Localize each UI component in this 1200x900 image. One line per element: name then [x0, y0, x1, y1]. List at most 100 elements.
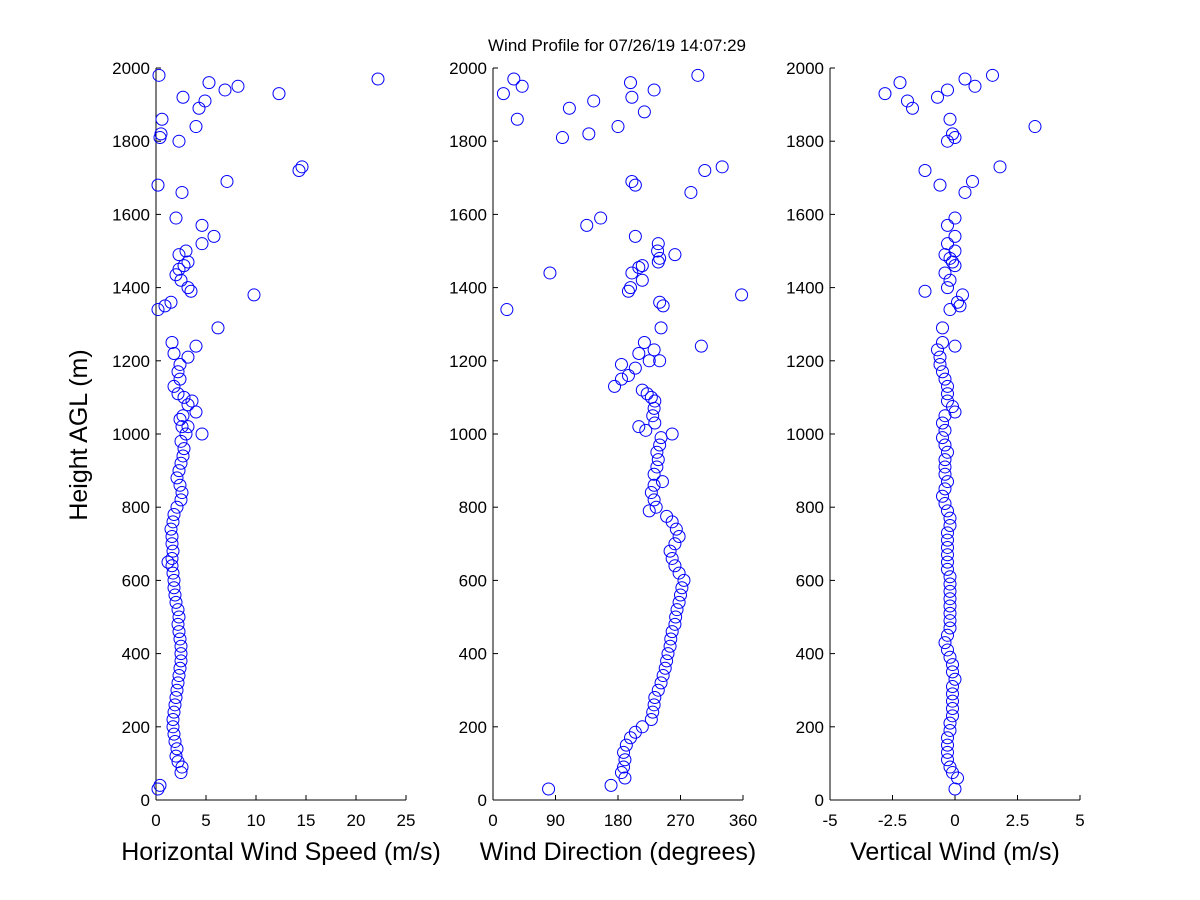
data-point [938, 409, 952, 423]
data-point [648, 416, 662, 430]
data-point [656, 299, 670, 313]
data-point [151, 178, 165, 192]
data-point [936, 365, 949, 379]
data-point [993, 160, 1007, 174]
data-point [151, 303, 165, 317]
data-point [649, 500, 663, 514]
y-tick-label: 0 [141, 791, 150, 810]
data-point [168, 734, 182, 748]
data-point [674, 588, 687, 602]
data-point [943, 716, 957, 730]
x-tick-label: 270 [666, 811, 694, 830]
data-point [167, 573, 181, 587]
data-point [1028, 120, 1042, 134]
y-tick-label: 400 [459, 645, 487, 664]
data-point [176, 409, 190, 423]
data-point [173, 478, 187, 492]
data-point [918, 163, 932, 177]
data-point [694, 339, 708, 353]
data-point [181, 398, 195, 412]
y-tick-label: 1600 [449, 205, 487, 224]
data-point [901, 94, 914, 108]
data-point [735, 288, 749, 302]
data-point [941, 731, 954, 745]
data-point [195, 237, 209, 251]
data-point [943, 303, 957, 317]
data-point [154, 127, 168, 141]
data-point [951, 295, 964, 309]
data-point [587, 94, 601, 108]
data-point [651, 453, 665, 467]
data-point [938, 636, 952, 650]
data-point [644, 390, 658, 404]
data-point [986, 68, 999, 82]
data-point [668, 559, 682, 573]
data-point [172, 625, 186, 639]
x-tick-label: 20 [347, 811, 366, 830]
data-point [175, 420, 189, 434]
data-point [941, 526, 954, 540]
data-point [943, 606, 957, 620]
data-point [272, 87, 286, 101]
data-point [665, 427, 679, 441]
data-point [665, 625, 679, 639]
data-point [938, 482, 952, 496]
data-point [637, 105, 651, 119]
data-point [941, 540, 954, 554]
y-tick-label: 1800 [112, 132, 150, 151]
data-point [933, 357, 947, 371]
data-point [202, 76, 216, 90]
data-point [946, 127, 959, 141]
data-point [628, 178, 642, 192]
data-point [938, 266, 952, 280]
y-tick-label: 1000 [786, 425, 824, 444]
data-point [218, 83, 232, 97]
data-point [211, 321, 225, 335]
data-point [177, 442, 191, 456]
y-tick-label: 1400 [112, 279, 150, 298]
x-tick-label: 0 [151, 811, 160, 830]
data-point [941, 394, 954, 408]
data-point [691, 68, 705, 82]
data-point [946, 687, 959, 701]
data-point [167, 705, 181, 719]
data-point [936, 431, 949, 445]
data-point [943, 723, 957, 737]
data-point [637, 336, 651, 349]
x-tick-label: 180 [604, 811, 632, 830]
data-point [510, 112, 524, 126]
data-point [948, 229, 962, 243]
data-point [171, 617, 185, 631]
data-point [936, 489, 949, 503]
data-point [647, 83, 661, 97]
data-point [931, 90, 944, 104]
x-axis-label: Wind Direction (degrees) [480, 838, 757, 866]
data-point [958, 185, 972, 199]
x-tick-label: 2.5 [1006, 811, 1030, 830]
data-point [164, 295, 178, 309]
data-point [167, 379, 181, 393]
data-point [170, 742, 184, 756]
data-point [946, 766, 959, 780]
data-point [179, 427, 193, 441]
data-point [941, 628, 954, 642]
data-point [555, 131, 569, 145]
data-point [658, 661, 672, 675]
data-point [941, 643, 954, 657]
data-point [648, 394, 662, 408]
data-point [941, 745, 954, 759]
data-point [943, 650, 957, 664]
data-point [164, 522, 178, 536]
data-point [174, 493, 188, 507]
data-point [635, 383, 649, 397]
data-point [175, 185, 189, 199]
data-point [948, 339, 962, 353]
data-point [166, 720, 180, 734]
data-point [715, 160, 729, 174]
data-point [170, 471, 184, 485]
data-point [582, 127, 596, 141]
data-point [543, 266, 557, 280]
data-point [173, 632, 187, 646]
data-point [655, 475, 669, 489]
